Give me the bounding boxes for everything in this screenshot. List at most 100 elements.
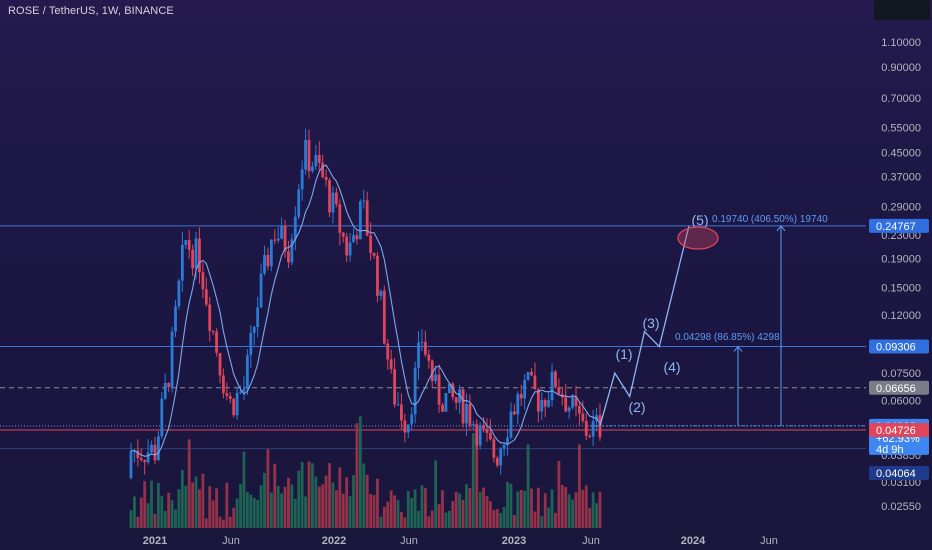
volume-bar bbox=[136, 516, 140, 528]
candle-body bbox=[547, 400, 551, 407]
candle-body bbox=[290, 239, 294, 263]
candle-body bbox=[495, 457, 499, 466]
candle-body bbox=[550, 371, 554, 401]
wave-label-1: (1) bbox=[615, 346, 632, 362]
candle-body bbox=[509, 411, 513, 438]
measure-small-arrow bbox=[733, 345, 743, 352]
volume-bar bbox=[543, 493, 547, 528]
volume-bar bbox=[492, 509, 496, 528]
candle-body bbox=[204, 289, 208, 305]
volume-bar bbox=[232, 507, 236, 528]
volume-bar bbox=[379, 516, 383, 528]
candle-body bbox=[201, 272, 205, 290]
volume-bar bbox=[304, 496, 307, 528]
candle-body bbox=[447, 383, 451, 394]
candle-body bbox=[177, 280, 181, 307]
time-tick: 2022 bbox=[322, 535, 346, 547]
candle-body bbox=[471, 424, 475, 426]
volume-bar bbox=[245, 491, 249, 528]
measure-large-label: 0.19740 (406.50%) 19740 bbox=[712, 214, 828, 225]
volume-bar bbox=[533, 511, 537, 528]
time-axis[interactable]: 2021 Jun 2022 Jun 2023 Jun 2024 Jun bbox=[143, 535, 778, 547]
volume-bar bbox=[228, 516, 232, 528]
dashed-price-label: 0.06656 bbox=[876, 383, 916, 395]
price-tick: 0.19000 bbox=[881, 254, 921, 266]
candle-body bbox=[564, 397, 568, 412]
candle-body bbox=[379, 290, 383, 296]
volume-bar bbox=[317, 486, 321, 528]
candle-body bbox=[239, 391, 242, 393]
elliott-projection[interactable]: (1) (2) (3) (4) (5) 0.04298 (86.85%) 4298 0.19… bbox=[590, 212, 866, 427]
wave-label-5: (5) bbox=[691, 212, 708, 228]
volume-bar bbox=[146, 503, 150, 528]
volume-bar bbox=[180, 470, 184, 528]
candle-body bbox=[314, 154, 318, 167]
volume-bar bbox=[495, 508, 499, 528]
volume-bar bbox=[454, 491, 458, 528]
volume-bar bbox=[591, 492, 595, 528]
volume-bar bbox=[430, 510, 434, 528]
volume-bar bbox=[328, 463, 331, 528]
volume-bar bbox=[129, 510, 133, 528]
candle-body bbox=[396, 404, 400, 406]
volume-bar bbox=[235, 498, 239, 528]
candle-body bbox=[345, 236, 349, 256]
candle-body bbox=[287, 251, 290, 263]
candle-body bbox=[454, 397, 458, 403]
candle-body bbox=[365, 200, 369, 236]
volume-bar bbox=[287, 477, 290, 528]
volume-bar bbox=[499, 512, 503, 528]
chart-title: ROSE / TetherUS, 1W, BINANCE bbox=[8, 5, 174, 17]
candle-body bbox=[536, 389, 540, 412]
candle-body bbox=[403, 420, 407, 433]
candle-body bbox=[523, 379, 527, 399]
volume-bar bbox=[403, 517, 407, 528]
candle-body bbox=[252, 327, 256, 333]
candle-body bbox=[543, 400, 547, 407]
price-tick: 0.55000 bbox=[881, 123, 921, 135]
candle-body bbox=[211, 330, 215, 332]
candle-body bbox=[393, 369, 396, 405]
volume-bar bbox=[153, 513, 157, 528]
candle-body bbox=[461, 389, 465, 424]
volume-bar bbox=[198, 489, 201, 528]
ma-line bbox=[130, 164, 601, 457]
volume-bar bbox=[372, 495, 376, 528]
volume-bar bbox=[547, 507, 551, 528]
candle-body bbox=[468, 404, 472, 426]
candle-body bbox=[334, 192, 338, 205]
candle-body bbox=[304, 140, 307, 170]
candle-body bbox=[208, 304, 212, 331]
candle-body bbox=[512, 411, 516, 415]
volume-bar bbox=[177, 489, 181, 528]
candle-body bbox=[328, 179, 331, 213]
volume-bar bbox=[475, 436, 479, 528]
volume-bar bbox=[595, 503, 598, 528]
volume-bar bbox=[550, 489, 554, 528]
candle-body bbox=[198, 238, 201, 273]
candle-body bbox=[245, 355, 249, 389]
candle-body bbox=[478, 425, 482, 446]
volume-bar bbox=[133, 496, 136, 528]
price-axis[interactable]: 1.500001.400001.100000.900000.700000.550… bbox=[869, 0, 930, 513]
volume-bar bbox=[516, 491, 520, 528]
volume-bar bbox=[307, 461, 311, 528]
volume-bar bbox=[242, 451, 246, 528]
candle-body bbox=[187, 239, 191, 250]
candle-body bbox=[324, 177, 328, 180]
candle-body bbox=[584, 420, 588, 436]
volume-bar bbox=[502, 506, 506, 528]
price-tick: 1.10000 bbox=[881, 37, 921, 49]
price-tick: 0.15000 bbox=[881, 283, 921, 295]
volume-bar bbox=[184, 485, 188, 528]
price-tick: 0.70000 bbox=[881, 93, 921, 105]
candle-body bbox=[167, 383, 171, 387]
candle-body bbox=[170, 331, 174, 387]
candle-body bbox=[413, 367, 417, 415]
candle-body bbox=[410, 414, 414, 425]
volume-bar bbox=[389, 490, 393, 528]
candle-body bbox=[232, 398, 236, 416]
top-label-box bbox=[874, 0, 930, 20]
volume-bar bbox=[482, 487, 485, 528]
